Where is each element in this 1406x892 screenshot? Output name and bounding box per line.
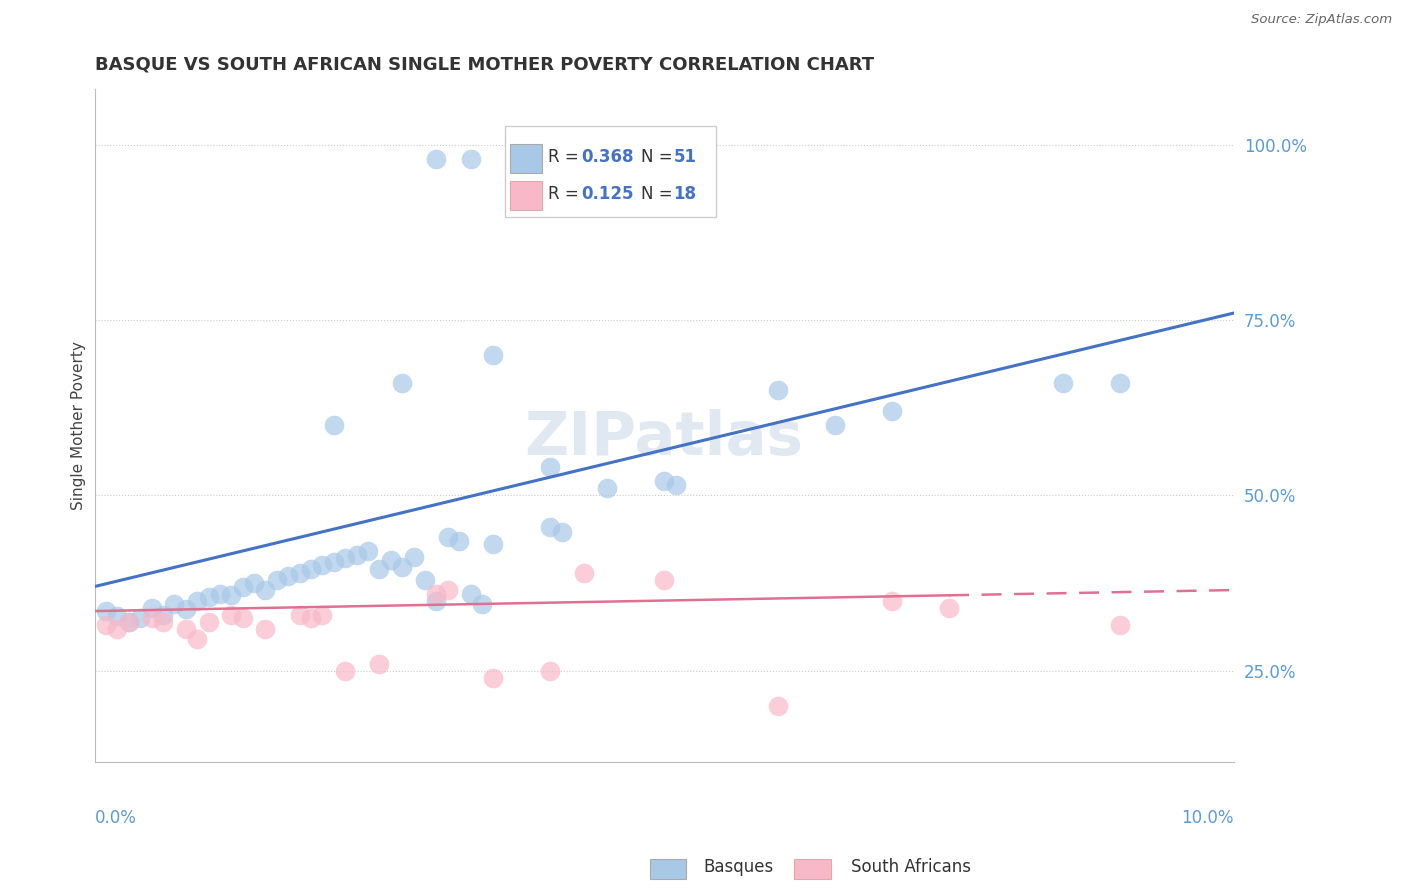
Text: 51: 51: [673, 148, 696, 166]
Text: 0.368: 0.368: [581, 148, 634, 166]
Point: [538, 460, 561, 475]
Point: [221, 607, 243, 622]
Point: [254, 622, 277, 636]
Point: [174, 622, 197, 636]
Point: [882, 593, 904, 607]
Point: [141, 600, 163, 615]
Point: [413, 573, 436, 587]
Point: [665, 478, 688, 492]
Point: [652, 573, 675, 587]
Point: [299, 562, 322, 576]
Point: [425, 586, 447, 600]
Point: [391, 376, 413, 391]
Text: ZIPatlas: ZIPatlas: [524, 409, 804, 468]
Point: [652, 475, 675, 489]
Point: [335, 664, 357, 678]
Text: Source: ZipAtlas.com: Source: ZipAtlas.com: [1251, 13, 1392, 27]
Point: [254, 582, 277, 597]
Point: [425, 152, 447, 166]
Point: [460, 586, 482, 600]
Text: Basques: Basques: [703, 858, 773, 876]
Text: 18: 18: [673, 186, 696, 203]
Point: [574, 566, 596, 580]
Point: [766, 383, 789, 397]
Point: [277, 569, 299, 583]
Point: [322, 418, 344, 433]
Point: [186, 632, 208, 647]
Point: [152, 607, 174, 622]
Point: [460, 152, 482, 166]
Point: [482, 671, 505, 685]
Point: [538, 520, 561, 534]
FancyBboxPatch shape: [505, 126, 716, 217]
Point: [105, 609, 128, 624]
Y-axis label: Single Mother Poverty: Single Mother Poverty: [72, 341, 86, 509]
Point: [425, 593, 447, 607]
Point: [208, 586, 231, 600]
Point: [402, 550, 425, 565]
Point: [299, 611, 322, 625]
Point: [335, 551, 357, 566]
Point: [232, 580, 254, 594]
Point: [243, 576, 266, 591]
Point: [357, 544, 380, 558]
Text: 10.0%: 10.0%: [1181, 809, 1234, 827]
Point: [94, 604, 117, 618]
Point: [266, 573, 288, 587]
Point: [436, 531, 458, 545]
Text: N =: N =: [641, 148, 678, 166]
Point: [471, 597, 494, 611]
Point: [1109, 618, 1132, 632]
Point: [538, 664, 561, 678]
Point: [152, 615, 174, 629]
Point: [596, 481, 619, 495]
Point: [311, 558, 333, 573]
Point: [197, 615, 219, 629]
Point: [551, 524, 574, 539]
Point: [129, 611, 152, 625]
Point: [288, 607, 311, 622]
Point: [882, 404, 904, 418]
FancyBboxPatch shape: [510, 181, 543, 210]
Point: [105, 622, 128, 636]
Point: [482, 537, 505, 551]
Text: N =: N =: [641, 186, 678, 203]
Point: [1109, 376, 1132, 391]
Point: [482, 348, 505, 362]
Text: R =: R =: [548, 148, 583, 166]
Text: R =: R =: [548, 186, 583, 203]
Text: 0.0%: 0.0%: [94, 809, 136, 827]
Point: [163, 597, 186, 611]
Point: [94, 618, 117, 632]
Point: [380, 553, 402, 567]
Point: [118, 615, 141, 629]
Point: [449, 533, 471, 548]
Point: [368, 562, 391, 576]
Point: [368, 657, 391, 671]
Point: [1052, 376, 1074, 391]
FancyBboxPatch shape: [510, 145, 543, 173]
Point: [197, 590, 219, 604]
Point: [436, 582, 458, 597]
Point: [288, 566, 311, 580]
Point: [221, 588, 243, 602]
Point: [311, 607, 333, 622]
Point: [174, 602, 197, 616]
Point: [938, 600, 960, 615]
Point: [391, 560, 413, 574]
Text: 0.125: 0.125: [581, 186, 634, 203]
Point: [766, 698, 789, 713]
Point: [824, 418, 846, 433]
Point: [346, 548, 368, 562]
Point: [322, 555, 344, 569]
Point: [118, 615, 141, 629]
Point: [232, 611, 254, 625]
Text: South Africans: South Africans: [851, 858, 970, 876]
Point: [186, 593, 208, 607]
Text: BASQUE VS SOUTH AFRICAN SINGLE MOTHER POVERTY CORRELATION CHART: BASQUE VS SOUTH AFRICAN SINGLE MOTHER PO…: [94, 55, 873, 73]
Point: [141, 611, 163, 625]
